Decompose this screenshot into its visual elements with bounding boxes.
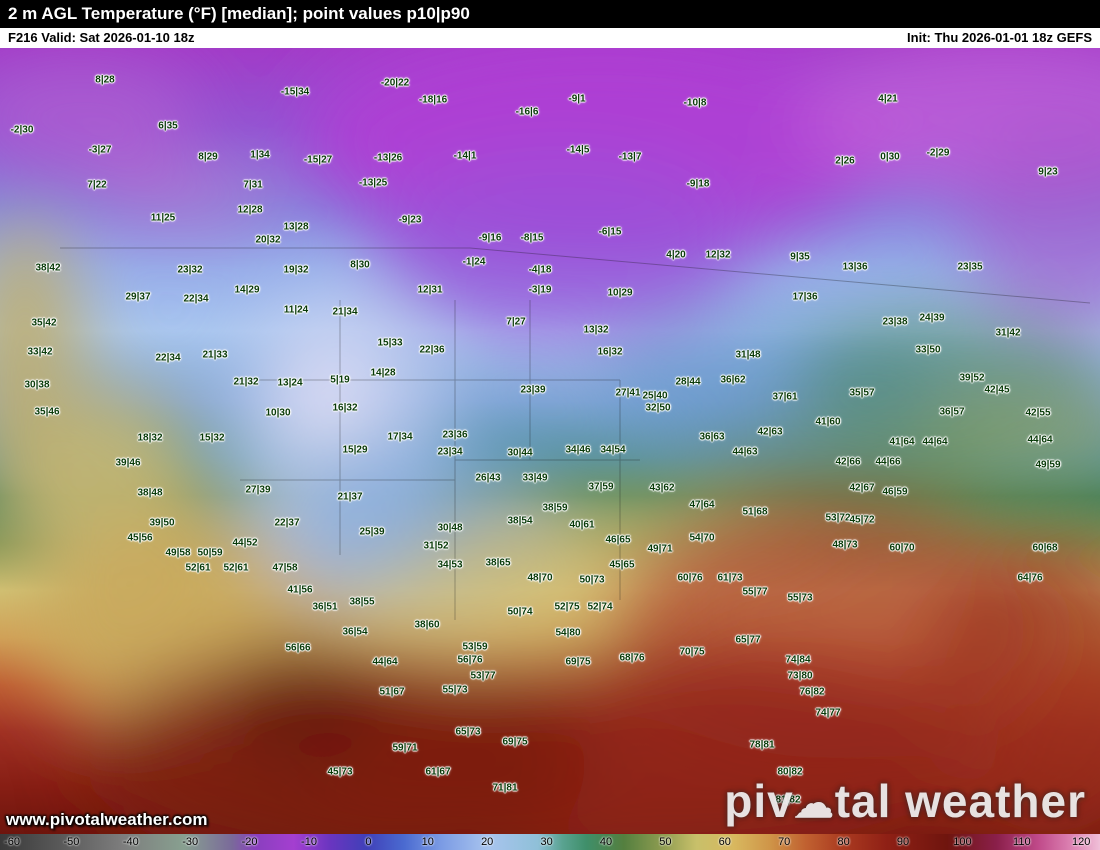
colorbar-tick: -40 <box>122 836 139 848</box>
site-watermark: www.pivotalweather.com <box>6 810 208 829</box>
colorbar-tick: 30 <box>540 836 553 848</box>
colorbar: -60 -50 -40 -30 -20 -10 0 10 20 30 40 50 60 70 80 90 100… <box>0 834 1100 850</box>
colorbar-tick: 100 <box>953 836 972 848</box>
valid-time: F216 Valid: Sat 2026-01-10 18z <box>8 30 195 45</box>
cloud-icon: ☁ <box>793 782 835 826</box>
brand-text-suffix: tal weather <box>834 775 1086 827</box>
colorbar-tick: -60 <box>4 836 20 848</box>
pivotal-weather-logo: piv☁tal weather <box>724 774 1086 828</box>
init-time: Init: Thu 2026-01-01 18z GEFS <box>907 30 1092 45</box>
colorbar-tick: 60 <box>718 836 731 848</box>
title-bar: 2 m AGL Temperature (°F) [median]; point… <box>0 0 1100 28</box>
colorbar-tick: -20 <box>241 836 258 848</box>
colorbar-tick: 10 <box>421 836 434 848</box>
colorbar-tick: 20 <box>481 836 494 848</box>
colorbar-tick: 110 <box>1013 836 1031 848</box>
colorbar-tick: -10 <box>301 836 317 848</box>
colorbar-tick: 0 <box>365 836 372 848</box>
map-area <box>0 48 1100 834</box>
temperature-field <box>0 48 1100 834</box>
colorbar-tick: -30 <box>182 836 199 848</box>
info-bar: F216 Valid: Sat 2026-01-10 18z Init: Thu… <box>0 28 1100 48</box>
colorbar-tick: 50 <box>659 836 672 848</box>
colorbar-tick: -50 <box>63 836 80 848</box>
map-title: 2 m AGL Temperature (°F) [median]; point… <box>8 4 470 23</box>
brand-text-prefix: piv <box>724 775 794 827</box>
colorbar-tick: 80 <box>837 836 850 848</box>
colorbar-tick: 120 <box>1072 836 1091 848</box>
state-borders <box>60 247 1091 620</box>
colorbar-tick: 90 <box>896 836 910 848</box>
colorbar-tick: 40 <box>599 836 613 848</box>
colorbar-tick: 70 <box>778 836 791 848</box>
